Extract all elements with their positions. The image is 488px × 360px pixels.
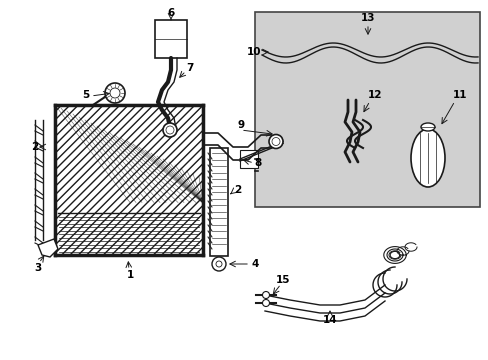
Text: 12: 12 [367,90,382,100]
Text: 14: 14 [322,315,337,325]
Circle shape [165,126,174,134]
Text: 2: 2 [31,142,39,152]
Ellipse shape [410,129,444,187]
Polygon shape [38,239,58,257]
Bar [240,150,258,168]
Circle shape [262,292,269,298]
Circle shape [271,138,280,145]
Circle shape [268,135,283,149]
Bar [55,105,203,255]
Text: 7: 7 [186,63,193,73]
Bar [254,12,479,207]
Text: 2: 2 [234,185,241,195]
Circle shape [216,261,222,267]
Text: 13: 13 [360,13,374,23]
Text: 10: 10 [246,47,261,57]
Text: 8: 8 [254,158,261,168]
Circle shape [105,83,125,103]
Text: 4: 4 [251,259,258,269]
Text: 11: 11 [452,90,467,100]
Text: 9: 9 [237,120,244,130]
Circle shape [212,257,225,271]
Circle shape [110,88,120,98]
Bar [209,148,227,256]
Circle shape [262,300,269,306]
Text: 3: 3 [34,263,41,273]
Bar [155,20,186,58]
Text: 15: 15 [275,275,290,285]
Circle shape [163,123,177,137]
Bar [55,105,203,255]
Text: 6: 6 [167,8,174,18]
Ellipse shape [420,123,434,131]
Text: 5: 5 [82,90,89,100]
Text: 1: 1 [126,270,133,280]
